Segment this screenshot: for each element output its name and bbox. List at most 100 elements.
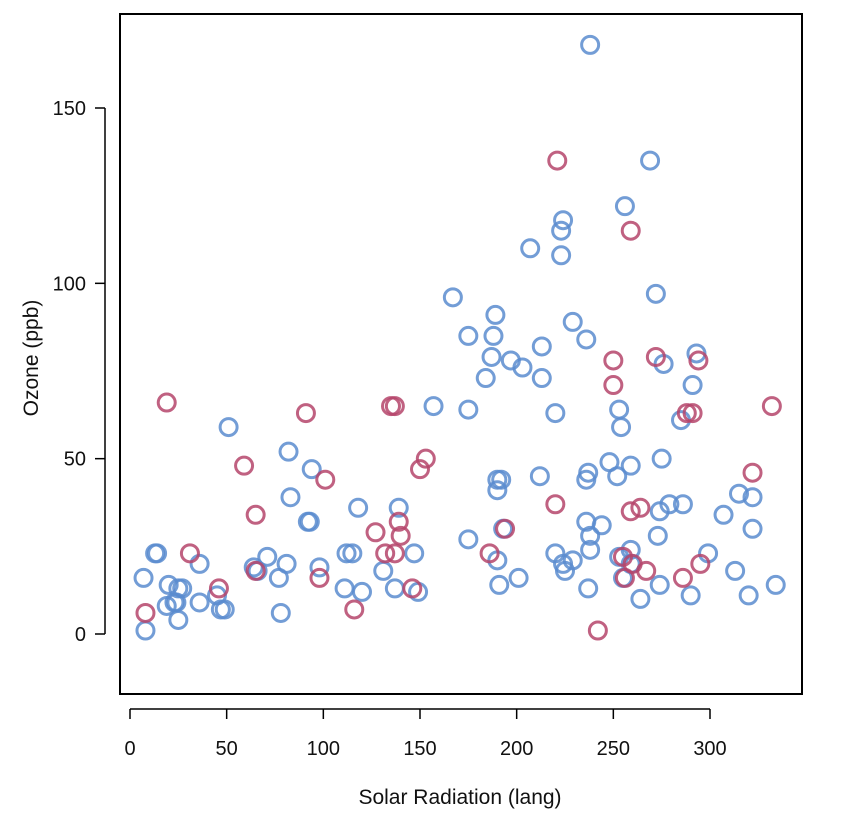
y-tick-label: 150 (53, 98, 86, 120)
data-point (270, 602, 291, 623)
data-point (352, 581, 372, 602)
data-point (680, 585, 701, 606)
data-point (630, 497, 651, 518)
data-point (620, 501, 641, 522)
data-point (614, 196, 635, 217)
data-point (245, 560, 266, 581)
data-point (551, 220, 572, 241)
data-point (218, 417, 239, 438)
data-point (458, 399, 479, 420)
data-point (591, 515, 612, 536)
data-point (475, 368, 496, 389)
data-point (576, 329, 597, 350)
data-point (690, 553, 711, 574)
data-point (485, 304, 506, 325)
data-point (742, 518, 763, 539)
data-point (135, 602, 156, 623)
data-point (410, 459, 430, 480)
data-point (682, 375, 703, 396)
data-point (580, 525, 601, 546)
x-tick-label: 300 (693, 738, 726, 760)
data-point (713, 504, 734, 525)
data-point (342, 543, 363, 564)
data-point (442, 287, 463, 308)
data-point (479, 543, 500, 564)
data-point (640, 150, 661, 171)
data-point (168, 609, 189, 630)
data-point (529, 466, 550, 487)
data-point (512, 357, 533, 378)
y-axis: 0 50 100 150 (53, 98, 106, 646)
data-point (495, 518, 516, 539)
data-point (545, 403, 566, 424)
data-point (603, 375, 624, 396)
data-point (423, 396, 444, 417)
x-axis: 0 50 100 150 200 250 300 (124, 708, 727, 760)
data-point (487, 480, 508, 501)
data-point (402, 578, 423, 599)
data-point (611, 417, 632, 438)
data-point (645, 283, 666, 304)
data-point (607, 466, 628, 487)
x-axis-title: Solar Radiation (lang) (358, 786, 561, 809)
x-tick-label: 150 (403, 738, 436, 760)
data-point (315, 469, 336, 490)
data-point (309, 567, 330, 588)
data-point (531, 336, 552, 357)
data-point (682, 403, 703, 424)
y-tick-label: 0 (75, 624, 86, 646)
data-point (620, 455, 641, 476)
data-point (645, 346, 666, 367)
data-point (234, 455, 255, 476)
data-point (603, 350, 624, 371)
points-layer (133, 34, 786, 641)
data-point (309, 557, 330, 578)
x-tick-label: 0 (124, 738, 135, 760)
data-point (344, 599, 365, 620)
data-point (168, 578, 189, 599)
data-point (672, 494, 693, 515)
data-point (578, 578, 599, 599)
data-point (630, 588, 651, 609)
data-point (156, 595, 177, 616)
data-point (688, 350, 709, 371)
data-point (375, 543, 396, 564)
data-point (365, 522, 386, 543)
data-point (676, 403, 697, 424)
data-point (458, 325, 479, 346)
data-point (208, 578, 229, 599)
data-point (189, 592, 210, 613)
data-point (551, 245, 572, 266)
data-point (133, 567, 154, 588)
data-point (483, 325, 504, 346)
data-point (765, 574, 786, 595)
data-point (390, 525, 411, 546)
data-point (384, 543, 405, 564)
data-point (301, 459, 322, 480)
data-point (348, 497, 369, 518)
data-point (388, 497, 409, 518)
data-point (555, 560, 575, 581)
data-point (729, 483, 749, 504)
data-point (458, 529, 479, 550)
data-point (649, 574, 670, 595)
data-point (245, 504, 266, 525)
data-point (672, 567, 693, 588)
x-tick-label: 50 (216, 738, 238, 760)
data-point (520, 238, 541, 259)
y-tick-label: 100 (53, 273, 86, 295)
data-point (659, 494, 680, 515)
data-point (553, 210, 574, 231)
y-tick-label: 50 (64, 449, 86, 471)
data-point (491, 469, 512, 490)
data-point (562, 311, 583, 332)
data-point (545, 494, 566, 515)
data-point (158, 574, 179, 595)
data-point (576, 469, 597, 490)
data-point (489, 574, 510, 595)
data-point (636, 560, 657, 581)
data-point (580, 34, 601, 55)
data-point (761, 396, 782, 417)
data-point (647, 525, 668, 546)
